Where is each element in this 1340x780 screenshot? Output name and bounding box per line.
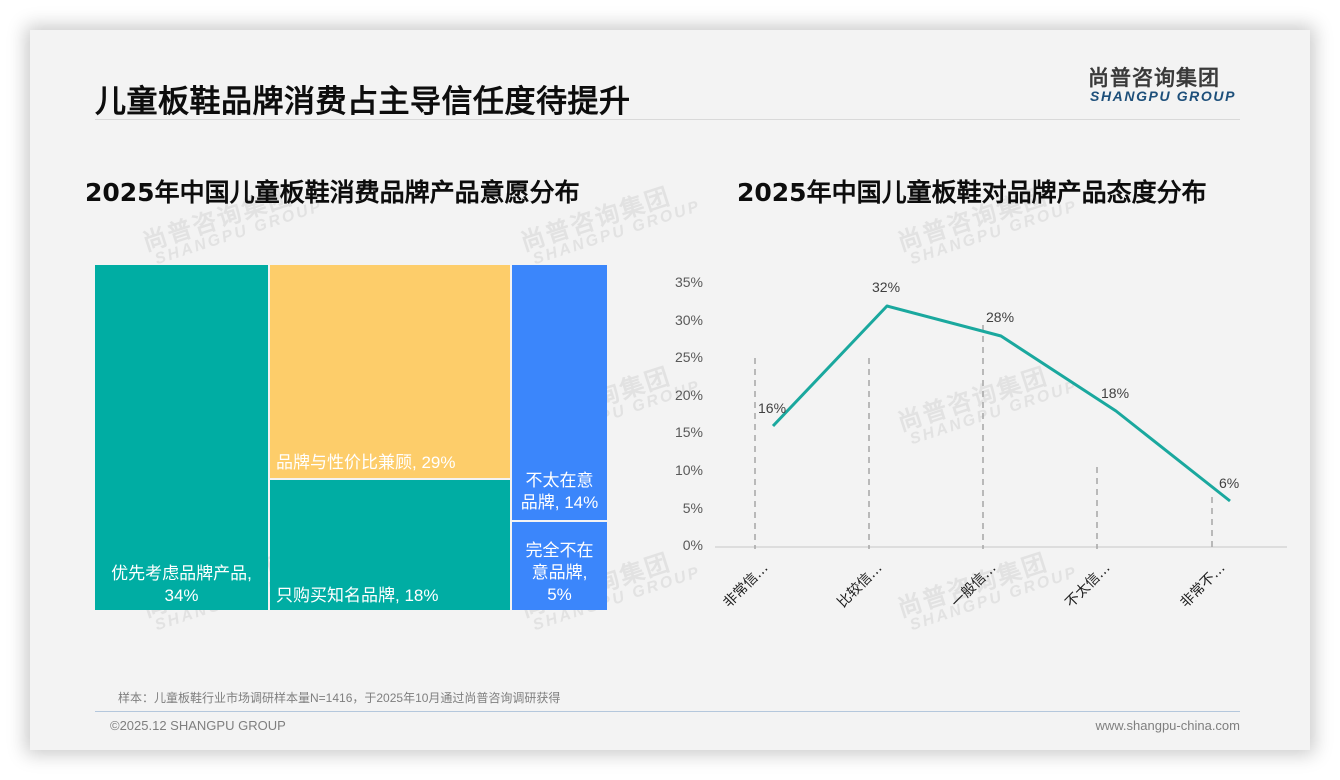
tile-value: 34% xyxy=(164,586,199,605)
tile-label-2: 品牌, 14% xyxy=(520,493,599,512)
copyright: ©2025.12 SHANGPU GROUP xyxy=(110,718,286,733)
treemap-tile-not-care-at-all: 完全不在 意品牌, 5% xyxy=(512,522,607,610)
tile-value: 5% xyxy=(547,585,572,604)
page-title: 儿童板鞋品牌消费占主导信任度待提升 xyxy=(95,84,631,120)
tile-label: 优先考虑品牌产品, xyxy=(111,564,252,583)
header-divider xyxy=(95,119,1240,120)
y-tick-label: 5% xyxy=(682,500,703,516)
y-tick-label: 30% xyxy=(674,312,703,328)
right-chart-title: 2025年中国儿童板鞋对品牌产品态度分布 xyxy=(737,178,1207,207)
tile-label: 不太在意 xyxy=(525,471,594,490)
y-tick-label: 0% xyxy=(682,537,703,553)
sample-note: 样本：儿童板鞋行业市场调研样本量N=1416，于2025年10月通过尚普咨询调研… xyxy=(118,691,561,705)
data-label: 18% xyxy=(1101,385,1130,401)
y-tick-label: 10% xyxy=(674,462,703,478)
data-label: 32% xyxy=(872,279,901,295)
treemap-tile-prefer-brand: 优先考虑品牌产品, 34% xyxy=(95,265,268,610)
treemap-tile-not-care-much: 不太在意 品牌, 14% xyxy=(512,265,607,520)
tile-label-2: 意品牌, xyxy=(531,563,588,582)
data-line xyxy=(771,304,1231,503)
data-label: 16% xyxy=(758,400,787,416)
y-tick-label: 35% xyxy=(674,274,703,290)
website-link[interactable]: www.shangpu-china.com xyxy=(1095,718,1240,733)
data-label: 28% xyxy=(986,309,1015,325)
logo-english: SHANGPU GROUP xyxy=(1090,88,1237,104)
y-tick-label: 15% xyxy=(674,424,703,440)
left-chart-title: 2025年中国儿童板鞋消费品牌产品意愿分布 xyxy=(85,178,580,207)
treemap-tile-brand-and-value: 品牌与性价比兼顾, 29% xyxy=(270,265,510,478)
drop-lines xyxy=(754,325,1213,549)
tile-label: 只购买知名品牌, 18% xyxy=(276,586,439,605)
logo-chinese: 尚普咨询集团 xyxy=(1088,66,1220,90)
footer-divider xyxy=(95,711,1240,712)
y-tick-label: 20% xyxy=(674,387,703,403)
treemap-tile-famous-brand-only: 只购买知名品牌, 18% xyxy=(270,480,510,610)
tile-label: 完全不在 xyxy=(525,541,594,560)
y-tick-label: 25% xyxy=(674,349,703,365)
tile-label: 品牌与性价比兼顾, 29% xyxy=(276,453,456,472)
data-label: 6% xyxy=(1219,475,1240,491)
